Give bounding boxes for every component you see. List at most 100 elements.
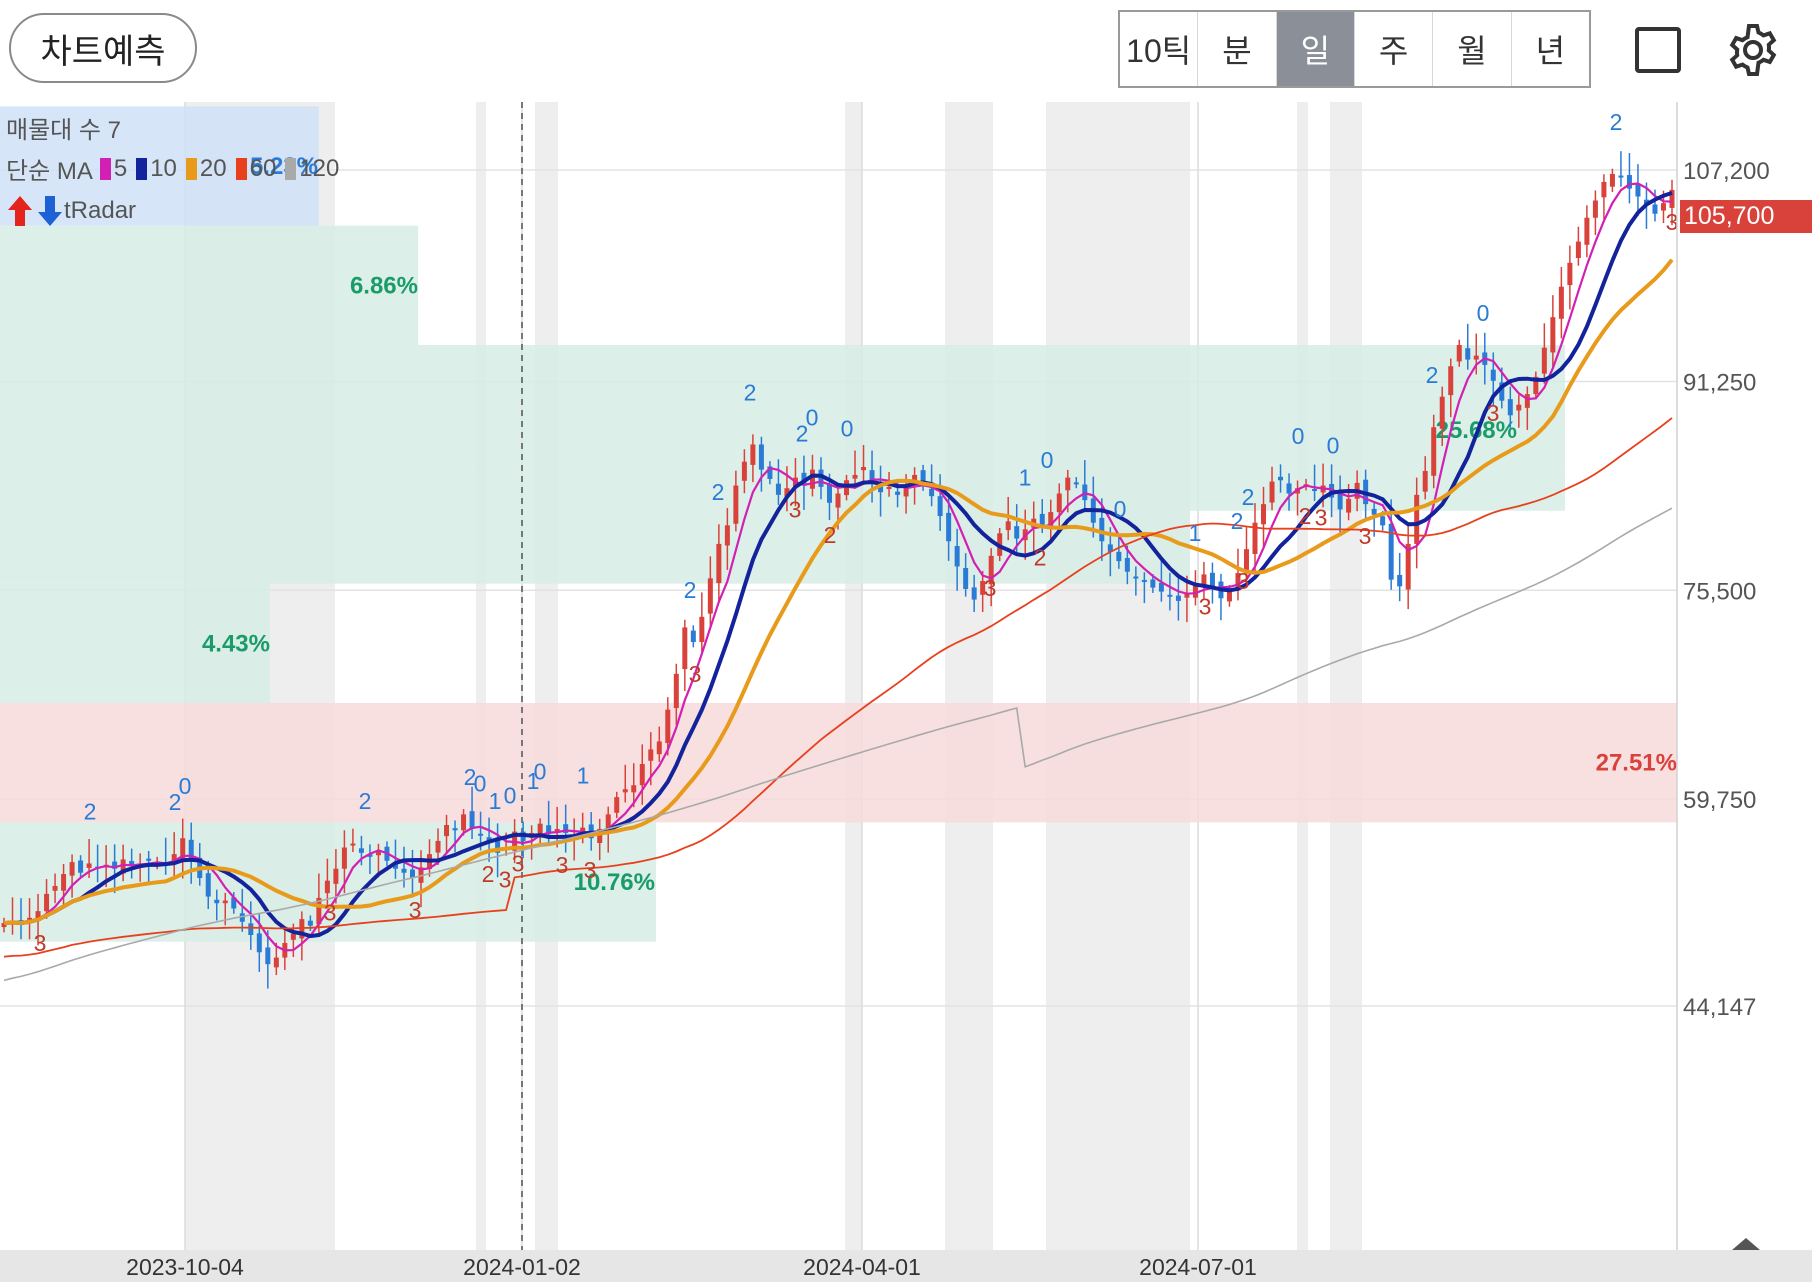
session-band <box>476 102 486 1250</box>
ma120-swatch <box>285 157 297 180</box>
period-tab-year[interactable]: 년 <box>1535 33 1566 69</box>
candle-body <box>1226 590 1232 602</box>
candle-body <box>1201 574 1207 587</box>
candle-body <box>1414 494 1420 544</box>
candle-body <box>1107 544 1113 552</box>
candle-body <box>358 848 364 853</box>
candle-body <box>401 868 407 873</box>
candle-body <box>1448 366 1454 396</box>
period-tab-minute[interactable]: 분 <box>1198 12 1277 86</box>
candle-body <box>1558 286 1564 319</box>
candle-body <box>1133 576 1139 579</box>
signal-marker: 2 <box>1231 508 1244 534</box>
signal-marker: 3 <box>409 897 422 923</box>
candle-body <box>707 578 713 614</box>
candle-body <box>1431 427 1437 476</box>
signal-marker: 2 <box>464 764 477 790</box>
candle-body <box>563 824 569 833</box>
signal-marker: 3 <box>984 575 997 601</box>
candle-body <box>1167 594 1173 597</box>
candle-body <box>946 512 952 542</box>
candle-body <box>537 823 543 838</box>
ma-legend-prefix: 단순 MA <box>6 158 93 185</box>
ma60-swatch <box>235 157 247 180</box>
signal-marker: 2 <box>684 577 697 603</box>
signal-marker: 1 <box>1189 520 1202 546</box>
signal-marker: 2 <box>1034 544 1047 570</box>
candle-body <box>1014 526 1020 539</box>
fullscreen-button[interactable] <box>1626 18 1690 82</box>
candle-body <box>316 897 322 925</box>
candle-body <box>1592 200 1598 218</box>
volume-profile-bar <box>0 583 271 703</box>
signal-marker: 1 <box>527 768 540 794</box>
signal-marker: 0 <box>1041 447 1054 473</box>
settings-button[interactable] <box>1721 18 1785 82</box>
candle-body <box>1473 355 1479 360</box>
chart-predict-button[interactable]: 차트예측 <box>9 13 197 83</box>
candle-body <box>937 496 943 517</box>
candle-body <box>409 869 415 879</box>
candle-body <box>1533 376 1539 395</box>
signal-marker: 3 <box>1237 568 1250 594</box>
square-icon <box>1635 27 1681 73</box>
signal-marker: 3 <box>1359 523 1372 549</box>
signal-marker: 3 <box>512 851 525 877</box>
candle-body <box>1584 217 1590 245</box>
candle-body <box>35 911 41 921</box>
candle-body <box>1252 522 1258 554</box>
period-tab-month[interactable]: 월 <box>1433 12 1512 86</box>
signal-marker: 2 <box>84 798 97 824</box>
candle-body <box>920 470 926 486</box>
signal-marker: 0 <box>1327 432 1340 458</box>
candle-body <box>188 839 194 860</box>
candle-body <box>1516 404 1522 411</box>
x-tick-label: 2023-10-04 <box>126 1254 244 1280</box>
signal-marker: 3 <box>556 852 569 878</box>
candle-body <box>1380 516 1386 526</box>
candle-body <box>78 860 84 873</box>
signal-marker: 0 <box>474 771 487 797</box>
candle-body <box>963 568 969 589</box>
candle-body <box>1150 579 1156 588</box>
candle-body <box>341 847 347 869</box>
signal-marker: 1 <box>1019 464 1032 490</box>
candle-body <box>120 859 126 874</box>
tradar-label: tRadar <box>64 197 137 224</box>
candle-body <box>1175 595 1181 601</box>
candle-body <box>1541 347 1547 374</box>
time-axis <box>0 1250 1812 1282</box>
candle-body <box>1660 203 1666 211</box>
candle-body <box>724 525 730 546</box>
candle-body <box>1286 483 1292 494</box>
candle-body <box>44 893 50 912</box>
candle-body <box>1405 543 1411 590</box>
candle-body <box>869 470 875 483</box>
period-tab-week[interactable]: 주 <box>1355 12 1434 86</box>
candle-body <box>1184 592 1190 598</box>
candle-body <box>469 811 475 829</box>
candle-body <box>614 797 620 813</box>
period-tab-day[interactable]: 일 <box>1276 12 1355 86</box>
candle-body <box>461 814 467 831</box>
y-tick-label: 75,500 <box>1683 578 1756 605</box>
candle-body <box>605 814 611 831</box>
candle-body <box>656 741 662 755</box>
candle-body <box>1056 493 1062 513</box>
signal-marker: 0 <box>179 773 192 799</box>
candle-body <box>307 920 313 926</box>
candle-body <box>290 933 296 940</box>
ma60-label: 60 <box>249 154 277 182</box>
volume-profile-label: 10.76% <box>574 869 655 896</box>
candle-body <box>1397 574 1403 587</box>
period-tab-10tick[interactable]: 10틱 <box>1120 12 1199 86</box>
candle-body <box>1312 489 1318 492</box>
candle-body <box>1099 517 1105 542</box>
candle-body <box>1490 369 1496 381</box>
candle-body <box>1278 476 1284 481</box>
signal-marker: 0 <box>841 415 854 441</box>
candle-body <box>1329 483 1335 498</box>
signal-marker: 3 <box>584 857 597 883</box>
signal-marker: 0 <box>806 405 819 431</box>
